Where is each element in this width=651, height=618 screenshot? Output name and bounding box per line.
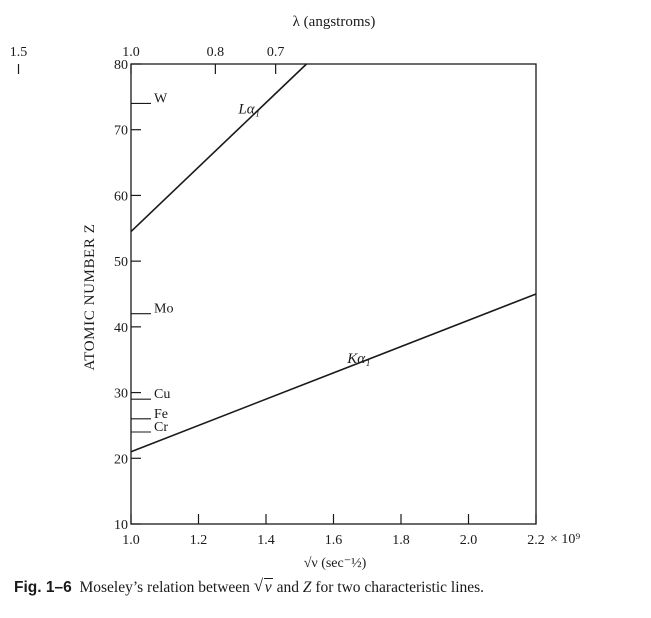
top-tick-label: 0.7 [267,45,285,60]
caption-text-2: and [276,579,299,596]
x-tick-label: 1.6 [325,533,343,548]
y-tick-label: 30 [114,387,128,402]
sqrt-nu-symbol: √ ν [253,576,273,597]
x-axis-multiplier: × 10⁹ [550,532,580,547]
top-tick-label: 1.0 [122,45,140,60]
x-axis-title: √ν (sec⁻½) [304,556,367,571]
x-tick-label: 1.0 [122,533,140,548]
y-tick-label: 10 [114,518,128,533]
x-tick-label: 2.0 [460,533,478,548]
left-axis: 10 20 30 40 50 60 70 80 [114,58,141,533]
element-marker-label: Cr [154,420,168,435]
moseley-chart: 1.0 1.2 1.4 1.6 1.8 2.0 2.2 10 20 30 40 50 60 70 80 3… [10,14,581,571]
caption-text-3: for two characteristic lines. [315,579,485,596]
plot-frame [130,63,537,525]
series-label: Lα₁ [237,101,259,117]
y-tick-label: 20 [114,452,128,467]
x-tick-label: 1.4 [257,533,275,548]
y-tick-label: 80 [114,58,128,73]
top-tick-label: 0.8 [207,45,225,60]
element-marker-label: Fe [154,407,168,422]
figure-label: Fig. 1–6 [14,579,72,596]
y-tick-label: 60 [114,189,128,204]
series-line [130,293,537,453]
top-axis: 3.02.52.01.51.00.80.7 [10,45,285,74]
nu-symbol: ν [263,578,273,596]
series-line [130,63,308,233]
bottom-axis: 1.0 1.2 1.4 1.6 1.8 2.0 2.2 [122,514,545,548]
caption-text-1: Moseley’s relation between [79,579,250,596]
figure-caption: Fig. 1–6 Moseley’s relation between √ ν a… [14,576,644,597]
y-tick-label: 50 [114,255,128,270]
x-tick-label: 1.8 [392,533,410,548]
series-lines: Lα₁ Kα₁ [130,63,537,453]
z-symbol: Z [302,579,312,596]
x-tick-label: 1.2 [190,533,208,548]
y-tick-label: 40 [114,321,128,336]
y-axis-title: ATOMIC NUMBER Z [82,223,98,370]
top-axis-title: λ (angstroms) [293,14,376,30]
x-tick-label: 2.2 [527,533,545,548]
top-tick-label: 1.5 [10,45,28,60]
element-marker-label: Mo [154,302,173,317]
radical-sign: √ [253,576,264,595]
element-marker-label: Cu [154,387,170,402]
element-marker-label: W [154,91,168,106]
y-tick-label: 70 [114,124,128,139]
series-label: Kα₁ [346,351,370,367]
